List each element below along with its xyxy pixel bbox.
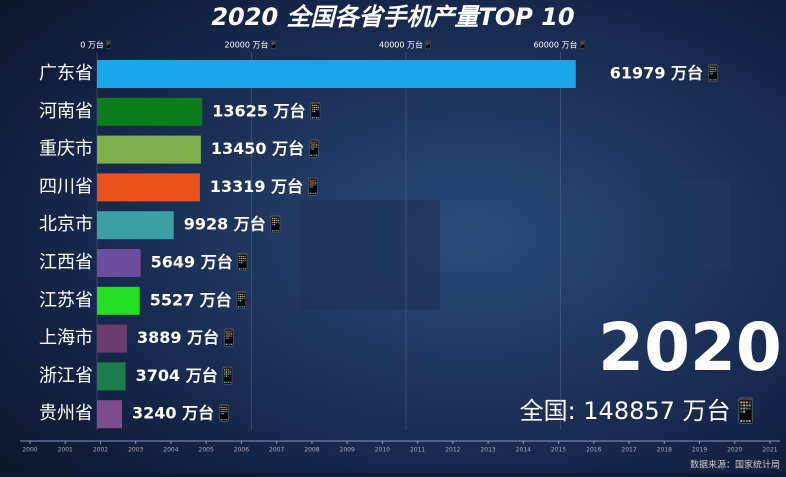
category-label: 河南省 bbox=[39, 101, 93, 122]
bar bbox=[97, 135, 201, 164]
chip-decoration bbox=[300, 200, 440, 310]
chip-decoration bbox=[640, 180, 730, 270]
x-tick-label: 60000 万台📱 bbox=[534, 40, 588, 50]
timeline-label: 2007 bbox=[269, 447, 284, 454]
category-label: 四川省 bbox=[39, 176, 93, 197]
value-label: 5527 万台📱 bbox=[150, 290, 252, 309]
timeline-label: 2000 bbox=[22, 447, 37, 454]
value-label: 13450 万台📱 bbox=[211, 139, 324, 158]
timeline-label: 2003 bbox=[128, 447, 143, 454]
timeline-label: 2021 bbox=[762, 447, 777, 454]
timeline-label: 2011 bbox=[410, 447, 425, 454]
x-tick-label: 40000 万台📱 bbox=[379, 40, 433, 50]
value-label: 13625 万台📱 bbox=[212, 101, 325, 120]
timeline-label: 2019 bbox=[692, 447, 707, 454]
value-label: 13319 万台📱 bbox=[210, 177, 323, 196]
timeline-label: 2005 bbox=[199, 447, 214, 454]
chart-title: 2020 全国各省手机产量TOP 10 bbox=[211, 3, 574, 31]
timeline-label: 2008 bbox=[304, 447, 319, 454]
bar bbox=[97, 362, 126, 391]
category-label: 浙江省 bbox=[39, 365, 93, 386]
value-label: 5649 万台📱 bbox=[151, 253, 253, 272]
year-label: 2020 bbox=[598, 309, 782, 386]
x-tick-label: 0 万台📱 bbox=[80, 40, 114, 50]
bar bbox=[97, 173, 200, 202]
timeline-label: 2018 bbox=[657, 447, 672, 454]
category-label: 江西省 bbox=[39, 252, 93, 273]
category-label: 广东省 bbox=[39, 63, 93, 84]
value-label: 9928 万台📱 bbox=[184, 215, 286, 234]
timeline-label: 2014 bbox=[516, 447, 531, 454]
timeline-label: 2001 bbox=[58, 447, 73, 454]
timeline-label: 2016 bbox=[586, 447, 601, 454]
value-label: 61979 万台📱 bbox=[610, 64, 723, 83]
bar bbox=[97, 97, 203, 126]
bar bbox=[97, 249, 141, 277]
bar bbox=[97, 211, 174, 240]
timeline-label: 2020 bbox=[727, 447, 742, 454]
total-label: 全国: 148857 万台📱 bbox=[520, 397, 761, 425]
category-label: 江苏省 bbox=[39, 290, 93, 311]
timeline-label: 2015 bbox=[551, 447, 566, 454]
value-label: 3889 万台📱 bbox=[137, 328, 239, 347]
category-label: 贵州省 bbox=[39, 403, 93, 424]
category-label: 重庆市 bbox=[39, 139, 93, 160]
bar bbox=[97, 60, 576, 88]
bar bbox=[97, 324, 128, 353]
value-label: 3704 万台📱 bbox=[136, 366, 238, 385]
value-label: 3240 万台📱 bbox=[132, 404, 234, 423]
category-label: 北京市 bbox=[39, 214, 93, 235]
timeline-label: 2004 bbox=[163, 447, 178, 454]
category-label: 上海市 bbox=[39, 328, 93, 349]
timeline-label: 2012 bbox=[445, 447, 460, 454]
source: 数据来源：国家统计局 bbox=[690, 459, 780, 471]
timeline-label: 2013 bbox=[480, 447, 495, 454]
x-tick-label: 20000 万台📱 bbox=[225, 40, 279, 50]
timeline-label: 2017 bbox=[621, 447, 636, 454]
timeline-label: 2010 bbox=[375, 447, 390, 454]
bar bbox=[97, 286, 140, 315]
timeline-label: 2006 bbox=[234, 447, 249, 454]
bar bbox=[97, 400, 123, 429]
timeline-label: 2009 bbox=[340, 447, 355, 454]
timeline-label: 2002 bbox=[93, 447, 108, 454]
